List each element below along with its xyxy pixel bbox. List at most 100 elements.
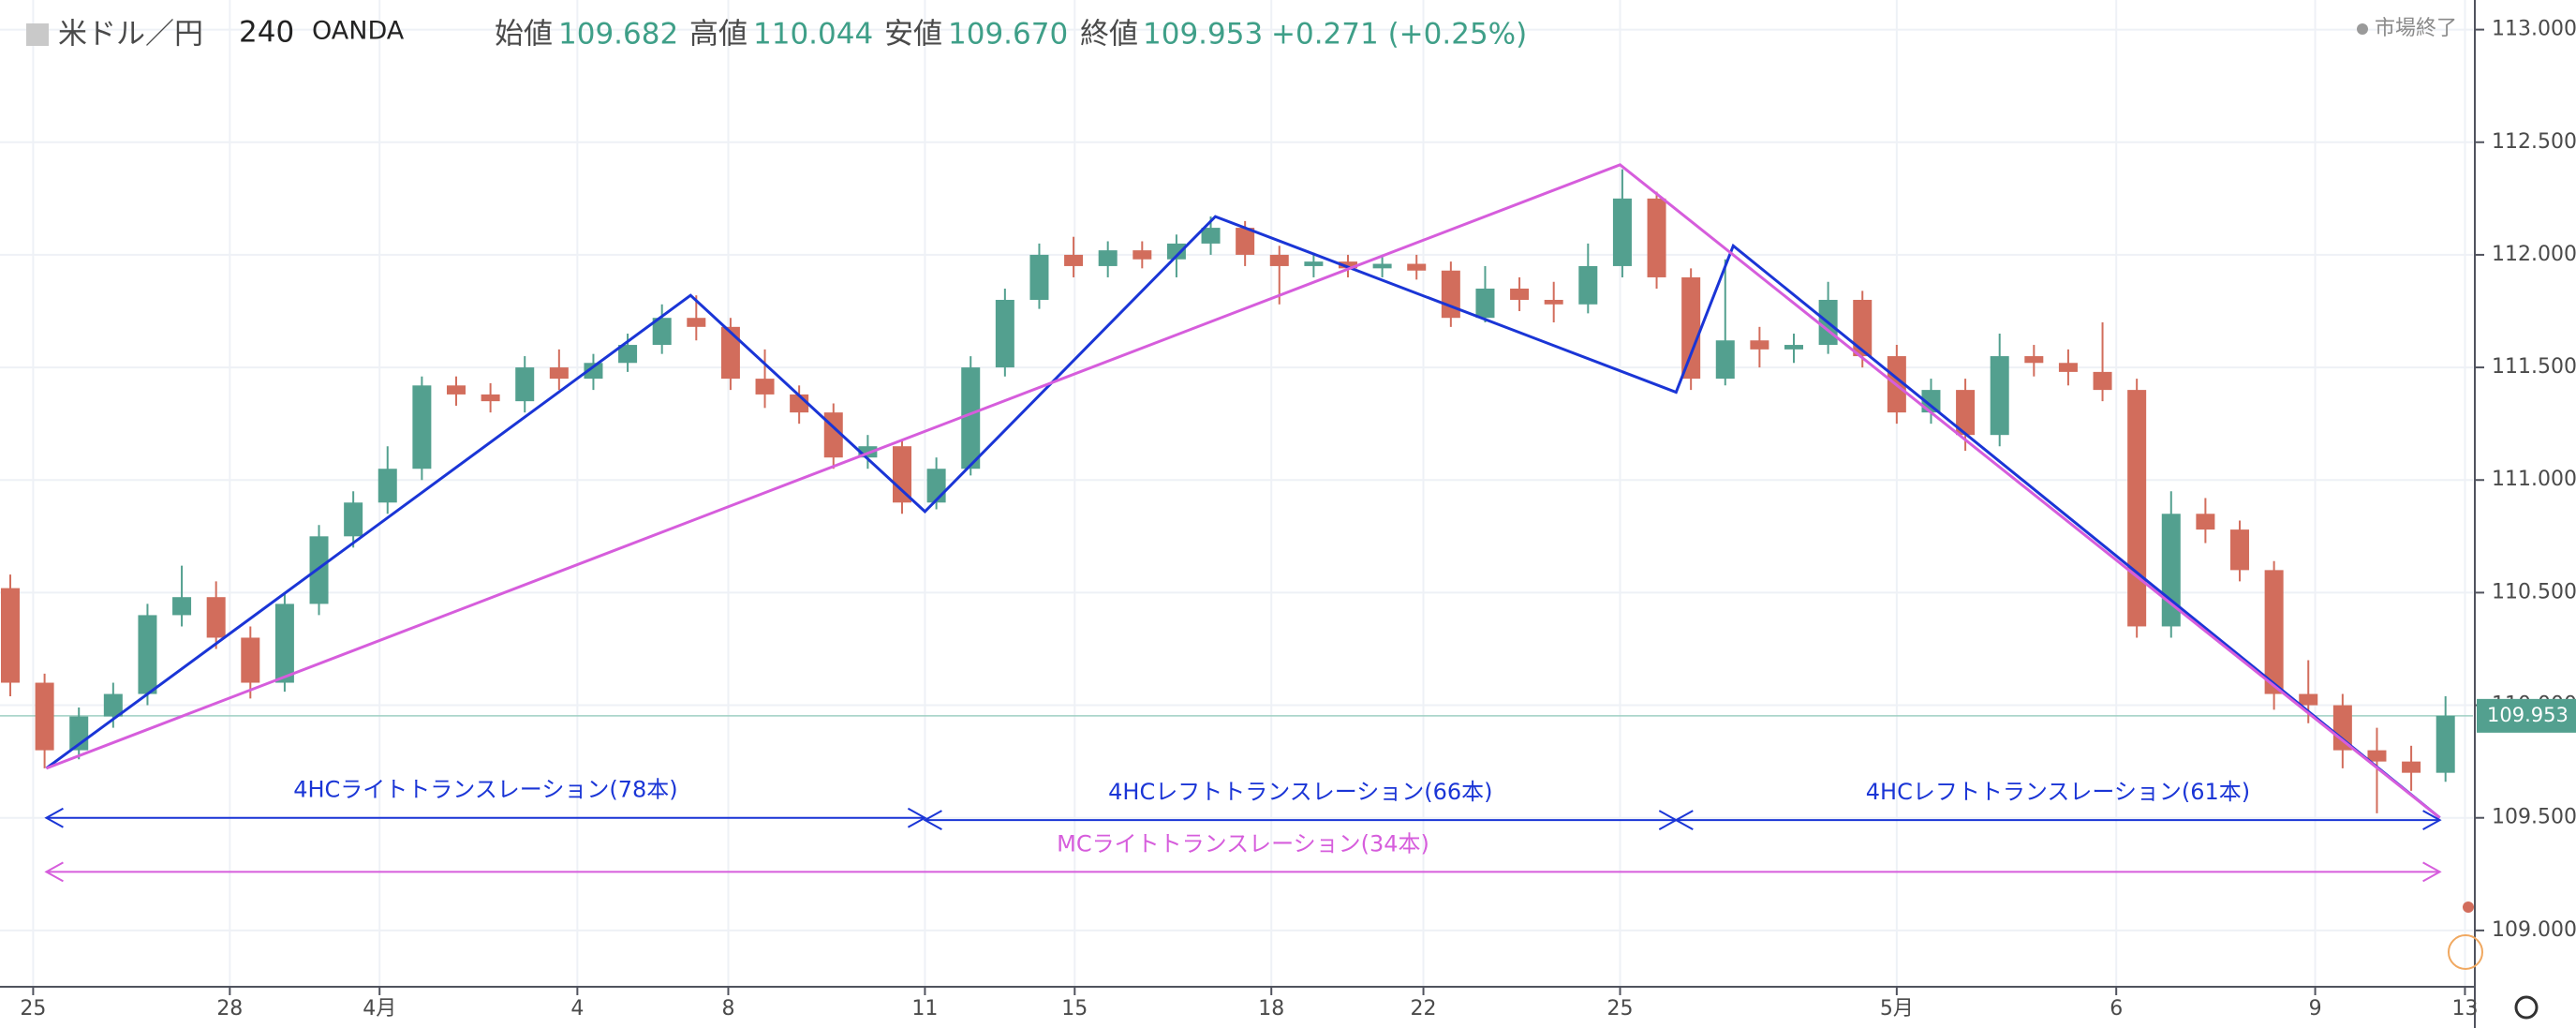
y-tick-label: 112.500 (2492, 130, 2576, 154)
x-tick-label: 11 (911, 997, 938, 1021)
candle-body (172, 597, 192, 616)
measure-label: 4HCレフトトランスレーション(66本) (1108, 779, 1492, 805)
candle-body (1921, 390, 1941, 413)
x-tick-label: 13 (2451, 997, 2478, 1021)
measure-label: MCライトトランスレーション(34本) (1057, 830, 1429, 857)
measure-label: 4HCライトトランスレーション(78本) (293, 777, 677, 803)
candle-body (35, 682, 54, 751)
drawings: 4HCライトトランスレーション(78本) 4HCレフトトランスレーション(66本)… (44, 163, 2442, 883)
candle-body (618, 345, 638, 364)
candle-body (755, 379, 775, 395)
candle-body (1098, 250, 1118, 266)
y-tick-label: 111.500 (2492, 355, 2576, 379)
y-tick-label: 110.500 (2492, 580, 2576, 603)
measure-label: 4HCレフトトランスレーション(61本) (1866, 779, 2250, 805)
candle-body (1339, 261, 1358, 269)
candle-body (1578, 265, 1598, 305)
candle-body (138, 615, 157, 694)
candle-body (1544, 299, 1563, 305)
last-price-marker: 109.953 (2477, 698, 2576, 733)
candle-body (2367, 750, 2387, 762)
measure-arrowhead (1674, 810, 1694, 830)
measure-arrowhead (2422, 861, 2442, 883)
candle-body (1304, 261, 1324, 266)
source: OANDA (312, 17, 405, 46)
settings-icon[interactable] (2514, 995, 2539, 1020)
record-dot (2463, 901, 2474, 913)
candle-body (309, 536, 329, 604)
candle-body (1407, 263, 1427, 271)
candle-body (2024, 356, 2044, 364)
candle-body (995, 299, 1014, 368)
x-tick-label: 18 (1258, 997, 1284, 1021)
candle-body (720, 326, 740, 380)
candle-body (1715, 340, 1735, 380)
candle-body (2093, 371, 2112, 391)
x-tick-label: 4 (570, 997, 584, 1021)
measure-arrowhead (44, 807, 64, 828)
candle-body (1269, 254, 1289, 266)
last-price-box (2477, 698, 2576, 733)
candle-body (1681, 276, 1701, 380)
symbol-icon (26, 23, 49, 46)
candle-body (687, 318, 706, 327)
candle-body (378, 469, 397, 503)
last-price-label: 109.953 (2487, 704, 2569, 726)
candle-body (961, 367, 981, 469)
candle-body (2435, 715, 2455, 773)
x-tick-label: 22 (1411, 997, 1437, 1021)
candle-body (1853, 299, 1873, 357)
candle-body (2230, 529, 2250, 571)
candle-body (1647, 198, 1666, 277)
x-tick-label: 25 (1606, 997, 1633, 1021)
x-tick-label: 4月 (363, 997, 396, 1021)
candle-body (1236, 228, 1255, 255)
x-tick-label: 6 (2110, 997, 2123, 1021)
candle-body (1133, 250, 1152, 260)
candle-body (926, 469, 946, 503)
candle-body (1441, 270, 1460, 319)
bottom-right-controls (2448, 901, 2539, 1020)
candle-body (1064, 254, 1084, 266)
candle-body (0, 588, 20, 683)
open-label: 始値 (495, 18, 553, 52)
candle-body (2299, 693, 2318, 706)
high-label: 高値 (689, 18, 748, 52)
candle-body (2196, 514, 2215, 530)
candle-body (1029, 254, 1049, 300)
trend-drawing (45, 163, 2441, 819)
open-value: 109.682 (558, 18, 678, 52)
y-tick-label: 109.500 (2492, 806, 2576, 829)
y-tick-label: 109.000 (2492, 918, 2576, 942)
candle-body (515, 367, 535, 402)
candle-body (2127, 390, 2147, 627)
candle-body (2402, 761, 2421, 773)
x-tick-label: 9 (2309, 997, 2322, 1021)
measure-arrowhead (907, 807, 927, 828)
alert-ring[interactable] (2448, 934, 2483, 970)
header: 米ドル／円 240 OANDA 始値 109.682 高値 110.044 安値… (26, 16, 2457, 52)
candle-body (1510, 288, 1530, 300)
high-value: 110.044 (753, 18, 873, 52)
candle-body (241, 637, 260, 683)
y-tick-label: 113.000 (2492, 18, 2576, 41)
x-tick-label: 8 (721, 997, 734, 1021)
x-tick-label: 15 (1061, 997, 1088, 1021)
candle-body (1990, 356, 2009, 436)
market-status: 市場終了 (2375, 17, 2457, 40)
interval[interactable]: 240 (239, 16, 294, 50)
close-value: 109.953 (1143, 18, 1263, 52)
candle-body (2264, 570, 2284, 694)
candle-body (1612, 198, 1632, 266)
measure-arrowhead (44, 861, 64, 883)
candle-body (2058, 363, 2078, 372)
candle-body (892, 446, 911, 503)
candle-body (412, 385, 432, 469)
candle-body (2332, 705, 2352, 751)
change: +0.271 (+0.25%) (1271, 18, 1527, 52)
candle-body (549, 367, 569, 380)
candle-body (1475, 288, 1495, 319)
candle-body (206, 597, 226, 638)
